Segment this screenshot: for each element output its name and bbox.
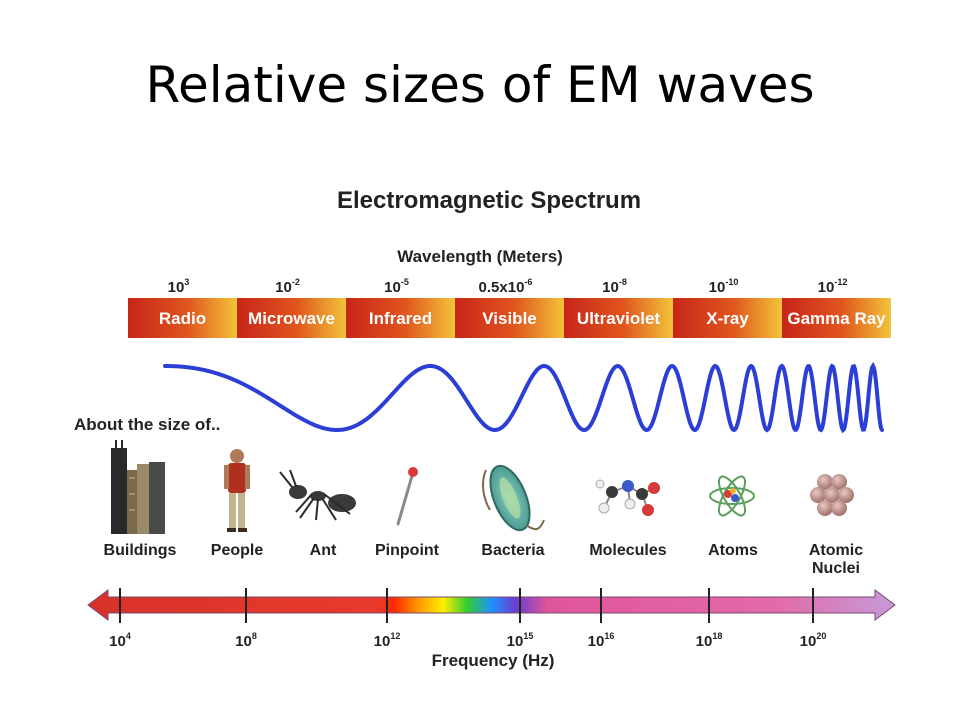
frequency-tick-label-base: 10 xyxy=(109,633,126,650)
frequency-tick-label-exp: 18 xyxy=(712,631,722,641)
wavelength-label-base: 0.5x10 xyxy=(479,279,525,296)
size-object-label: Pinpoint xyxy=(375,542,440,559)
band-rect xyxy=(128,298,237,338)
frequency-tick-label: 1016 xyxy=(588,631,615,650)
frequency-tick-label-base: 10 xyxy=(507,633,524,650)
wavelength-label-base: 10 xyxy=(602,279,619,296)
frequency-tick-label-exp: 12 xyxy=(390,631,400,641)
size-heading: About the size of.. xyxy=(74,415,220,434)
wavelength-label-exp: -2 xyxy=(292,277,300,287)
size-object-label: Atoms xyxy=(708,542,758,559)
wavelength-label: 10-8 xyxy=(602,277,627,296)
band-label: X-ray xyxy=(706,309,749,328)
size-object-label: Buildings xyxy=(104,542,177,559)
wavelength-label: 10-2 xyxy=(275,277,300,296)
band-ultraviolet: Ultraviolet xyxy=(564,298,673,338)
wavelength-label-base: 10 xyxy=(709,279,726,296)
band-label: Infrared xyxy=(369,309,432,328)
pin-icon xyxy=(396,467,418,526)
frequency-tick-label: 1015 xyxy=(507,631,534,650)
size-object-label: Bacteria xyxy=(481,542,544,559)
frequency-tick-label: 108 xyxy=(235,631,257,650)
band-rect xyxy=(564,298,673,338)
band-label: Radio xyxy=(159,309,206,328)
band-label: Gamma Ray xyxy=(787,309,886,328)
frequency-tick-label-exp: 15 xyxy=(523,631,533,641)
size-object-label: Ant xyxy=(310,542,337,559)
size-object-labels: Buildings People Ant Pinpoint Bacteria Molecu… xyxy=(104,542,864,577)
frequency-tick-label-base: 10 xyxy=(588,633,605,650)
wavelength-label: 10-5 xyxy=(384,277,409,296)
nucleus-icon xyxy=(810,474,854,516)
frequency-tick-label-base: 10 xyxy=(374,633,391,650)
person-icon xyxy=(224,449,250,532)
wavelength-label-exp: -8 xyxy=(619,277,627,287)
band-microwave: Microwave xyxy=(237,298,346,338)
frequency-tick-label-exp: 20 xyxy=(816,631,826,641)
frequency-tick-label: 1020 xyxy=(800,631,827,650)
wavelength-label: 0.5x10-6 xyxy=(479,277,533,296)
wavelength-label-exp: 3 xyxy=(184,277,189,287)
wavelength-label: 10-12 xyxy=(818,277,848,296)
wavelength-label-exp: -5 xyxy=(401,277,409,287)
size-object-label: Atomic xyxy=(809,542,863,559)
band-rect xyxy=(346,298,455,338)
em-wave-line xyxy=(163,361,884,434)
band-x-ray: X-ray xyxy=(673,298,782,338)
wavelength-label-exp: -12 xyxy=(834,277,847,287)
frequency-tick-label: 1012 xyxy=(374,631,401,650)
frequency-tick-label-base: 10 xyxy=(235,633,252,650)
band-label: Microwave xyxy=(248,309,335,328)
band-rect xyxy=(237,298,346,338)
wavelength-label-base: 10 xyxy=(818,279,835,296)
wavelength-label-base: 10 xyxy=(168,279,185,296)
band-label: Ultraviolet xyxy=(577,309,660,328)
band-gamma-ray: Gamma Ray xyxy=(782,298,891,338)
diagram-title: Electromagnetic Spectrum xyxy=(337,187,641,214)
band-radio: Radio xyxy=(128,298,237,338)
frequency-tick-label-base: 10 xyxy=(696,633,713,650)
frequency-axis-label: Frequency (Hz) xyxy=(432,651,555,670)
band-rect xyxy=(455,298,564,338)
band-rect xyxy=(673,298,782,338)
frequency-arrow xyxy=(87,589,896,621)
size-object-label: Molecules xyxy=(589,542,666,559)
spectrum-bands: Radio Microwave Infrared Visible Ultraviolet… xyxy=(128,298,891,338)
frequency-tick-label: 104 xyxy=(109,631,131,650)
band-visible: Visible xyxy=(455,298,564,338)
size-object-label-line2: Nuclei xyxy=(812,560,860,577)
wavelength-label-base: 10 xyxy=(384,279,401,296)
band-rect xyxy=(782,298,891,338)
wavelength-label: 10-10 xyxy=(709,277,739,296)
frequency-ticks: 104 108 1012 1015 1016 1018 1020 xyxy=(109,588,826,650)
slide-title: Relative sizes of EM waves xyxy=(145,56,815,114)
size-object-label: People xyxy=(211,542,264,559)
molecule-icon xyxy=(595,479,660,516)
wavelength-label-exp: -10 xyxy=(725,277,738,287)
frequency-tick-label-exp: 8 xyxy=(252,631,257,641)
buildings-icon xyxy=(111,440,165,534)
band-label: Visible xyxy=(482,309,537,328)
wavelength-label-exp: -6 xyxy=(524,277,532,287)
bacteria-icon xyxy=(482,464,545,532)
frequency-tick-label-exp: 16 xyxy=(604,631,614,641)
wavelength-label-base: 10 xyxy=(275,279,292,296)
frequency-tick-label-exp: 4 xyxy=(126,631,131,641)
wavelength-labels: 103 10-2 10-5 0.5x10-6 10-8 10-10 10-12 xyxy=(168,277,848,296)
wavelength-axis-label: Wavelength (Meters) xyxy=(397,247,563,266)
band-infrared: Infrared xyxy=(346,298,455,338)
frequency-tick-label: 1018 xyxy=(696,631,723,650)
frequency-tick-label-base: 10 xyxy=(800,633,817,650)
ant-icon xyxy=(279,469,356,521)
wavelength-label: 103 xyxy=(168,277,190,296)
atom-icon xyxy=(709,475,755,517)
